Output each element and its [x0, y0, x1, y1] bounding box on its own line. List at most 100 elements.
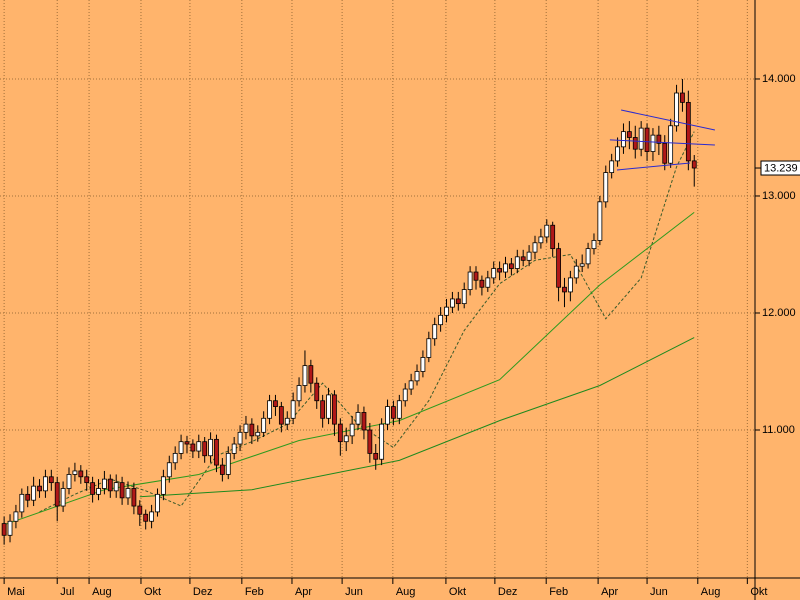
candle-body	[172, 452, 178, 464]
candle-body	[43, 476, 48, 492]
candle-body	[231, 443, 237, 454]
candle-body	[579, 263, 585, 267]
candle-body	[585, 248, 591, 265]
y-tick-label: 11.000	[762, 424, 795, 436]
candle-body	[219, 464, 225, 475]
candle-body	[255, 431, 261, 437]
candle-body	[573, 265, 579, 279]
moving-average	[39, 131, 695, 513]
candle-body	[467, 271, 473, 290]
candle-body	[621, 131, 626, 148]
candle-body	[202, 441, 208, 457]
y-tick-label: 14.000	[762, 73, 796, 85]
candle-body	[455, 298, 461, 305]
candle-body	[225, 452, 231, 475]
candle-body	[538, 236, 544, 244]
candle-body	[603, 172, 609, 203]
candle-body	[284, 417, 290, 425]
candle-body	[379, 423, 385, 460]
candle-body	[196, 441, 202, 452]
candle-body	[214, 438, 219, 466]
candle-body	[396, 400, 402, 419]
candle-body	[680, 92, 685, 103]
candle-body	[107, 478, 113, 492]
candle-body	[591, 240, 597, 250]
candle-body	[184, 441, 190, 445]
candle-body	[373, 452, 379, 460]
x-tick-label: Jun	[650, 586, 668, 598]
candle-body	[638, 127, 644, 150]
x-tick-label: Jun	[345, 586, 363, 598]
candle-body	[1, 523, 7, 536]
y-tick-label: 12.000	[762, 307, 796, 319]
candle-body	[84, 476, 90, 484]
candle-body	[520, 256, 526, 261]
candle-body	[609, 160, 615, 173]
candle-body	[96, 488, 101, 495]
candle-body	[650, 134, 656, 152]
candle-body	[361, 412, 367, 431]
candle-body	[343, 435, 349, 443]
x-tick-label: Okt	[449, 586, 466, 598]
last-price-label: 13.239	[764, 162, 798, 174]
x-tick-label: Feb	[549, 586, 568, 598]
candle-body	[60, 488, 66, 507]
candle-body	[420, 357, 426, 372]
candle-body	[556, 248, 561, 288]
candle-body	[550, 224, 556, 250]
candle-body	[66, 474, 72, 489]
candle-body	[491, 268, 497, 279]
candle-body	[261, 417, 267, 433]
trendline	[609, 139, 715, 146]
candle-body	[296, 385, 302, 402]
candle-body	[461, 289, 467, 305]
candle-body	[668, 125, 674, 164]
candle-body	[367, 429, 373, 454]
candle-body	[685, 101, 691, 162]
x-tick-label: Dez	[498, 586, 518, 598]
candle-body	[125, 488, 131, 499]
candle-body	[273, 400, 278, 407]
y-tick-label: 13.000	[762, 190, 796, 202]
candle-body	[37, 485, 42, 492]
candle-body	[414, 371, 420, 382]
candle-body	[72, 470, 78, 475]
candle-body	[320, 400, 326, 419]
x-tick-label: Mai	[7, 586, 25, 598]
candle-body	[249, 423, 255, 437]
candle-body	[31, 485, 37, 501]
candle-body	[514, 256, 520, 269]
candle-body	[314, 382, 320, 402]
candle-body	[644, 127, 650, 152]
candle-body	[567, 277, 573, 293]
candle-body	[438, 314, 444, 326]
candle-body	[485, 277, 491, 288]
candle-body	[237, 431, 243, 445]
x-tick-label: Aug	[396, 586, 416, 598]
candle-body	[497, 268, 502, 273]
trendline	[616, 162, 691, 171]
candle-body	[355, 412, 361, 425]
candle-body	[615, 146, 620, 162]
trendline	[620, 109, 716, 131]
candle-body	[544, 224, 550, 238]
candle-body	[662, 142, 668, 164]
x-tick-label: Apr	[295, 586, 312, 598]
candle-body	[656, 134, 662, 144]
candle-body	[166, 462, 172, 478]
candle-body	[155, 493, 160, 513]
candle-body	[473, 271, 479, 281]
candle-body	[326, 394, 331, 419]
candle-body	[503, 263, 508, 273]
candle-body	[48, 476, 54, 484]
candle-body	[674, 92, 679, 127]
candle-body	[532, 242, 538, 253]
candle-body	[479, 279, 485, 288]
candle-body	[113, 482, 119, 492]
candle-body	[54, 482, 60, 507]
candle-body	[190, 443, 196, 452]
candle-body	[19, 493, 25, 513]
candle-body	[526, 251, 532, 261]
